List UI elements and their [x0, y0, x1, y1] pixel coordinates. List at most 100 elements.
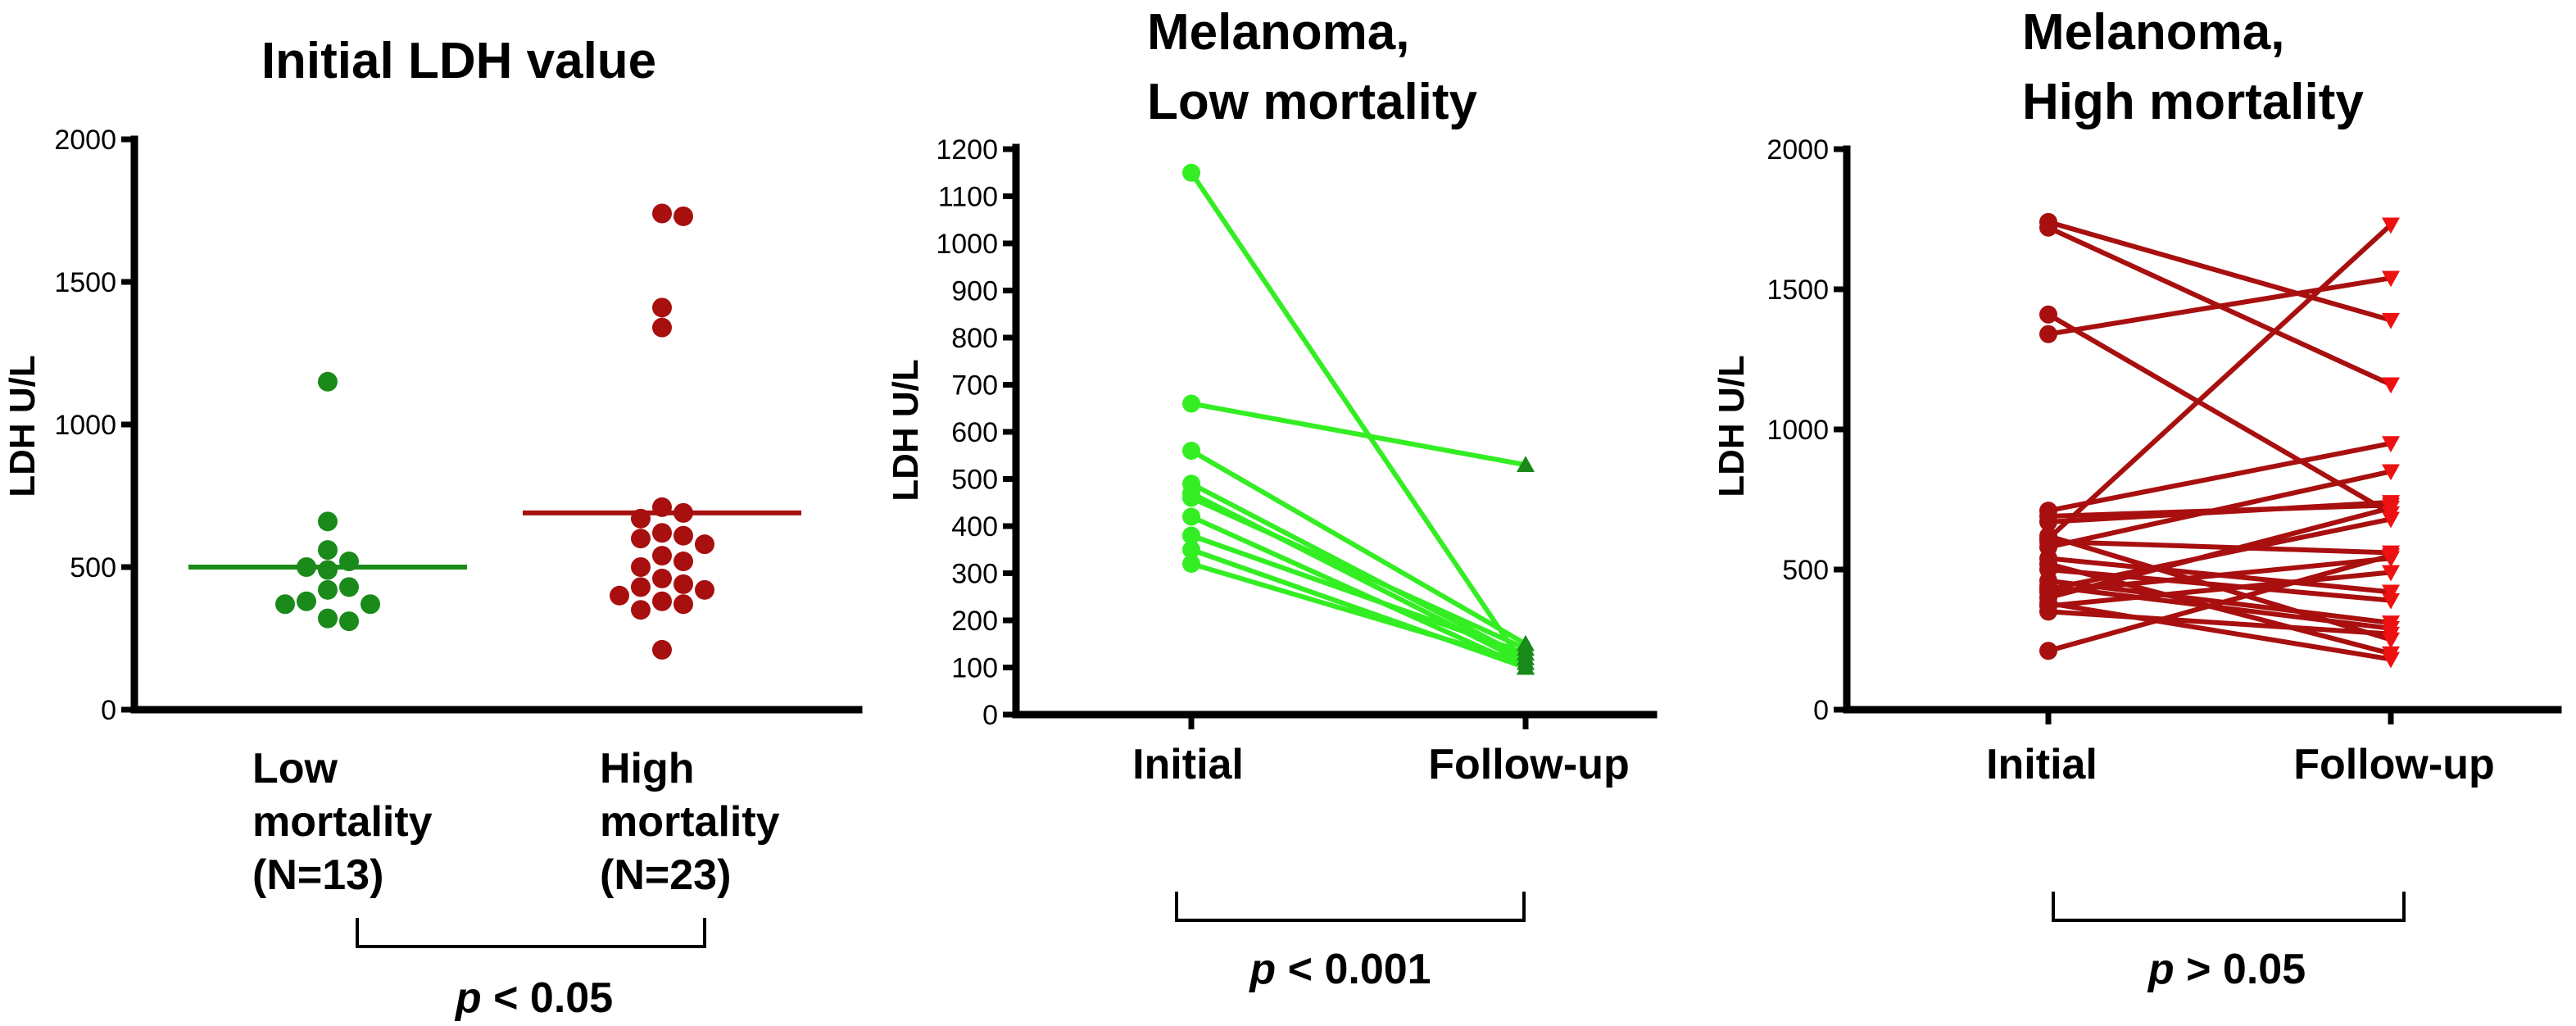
- panel2-initial-point-9: [1182, 540, 1200, 559]
- panel1-group1-point-11: [318, 608, 338, 629]
- panel3-ytick-label-2: 1000: [1766, 415, 1829, 446]
- panel1-group1-point-6: [339, 577, 359, 597]
- panel1-group2-point-9: [631, 529, 651, 549]
- panel3-y-ticks: 0 500 1000 1500 2000: [1766, 134, 1847, 726]
- panel1-title: Initial LDH value: [261, 33, 656, 89]
- panel1-points: [275, 203, 714, 660]
- panel3-followup-point-19: [2382, 500, 2400, 517]
- panel3-series-line-1: [2048, 220, 2392, 323]
- panel3-ytick-label-1: 500: [1782, 555, 1829, 586]
- panel3-followup-point-22: [2382, 626, 2400, 643]
- panel2-ytick-label-5: 500: [951, 465, 998, 496]
- panel1-group2-point-12: [673, 552, 693, 572]
- panel1-group2-point-21: [631, 600, 651, 620]
- panel3-series-line-19: [2048, 505, 2392, 601]
- panel2-ytick-label-2: 200: [951, 606, 998, 637]
- panel3-initial-point-3: [2039, 305, 2057, 324]
- panel2-ytick-label-10: 1000: [936, 229, 998, 260]
- panel2-followup-point-2: [1517, 456, 1535, 473]
- panel1-group2-label-line1: High: [600, 745, 695, 792]
- panel2-pvalue-text: < 0.001: [1276, 946, 1431, 993]
- panel3-followup-point-5: [2382, 436, 2400, 453]
- panel1-pvalue-symbol: p: [454, 974, 482, 1022]
- panel2-series-line-1: [1189, 171, 1528, 670]
- panel-low-mortality: Melanoma, Low mortality LDH U/L 0 100 200 3…: [886, 4, 1658, 993]
- panel2-initial-point-3: [1182, 442, 1200, 460]
- panel3-followup-point-11: [2382, 464, 2400, 481]
- panel1-group1-label-line1: Low: [252, 745, 338, 792]
- panel3-series-line-23: [2048, 553, 2392, 654]
- panel3-axes: [1843, 145, 2562, 714]
- panel2-ytick-label-3: 300: [951, 559, 998, 590]
- panel3-pvalue-symbol: p: [2147, 946, 2175, 993]
- panel3-initial-point-2: [2039, 218, 2057, 237]
- panel3-series-line-4: [2048, 275, 2392, 337]
- panel2-lines: [1189, 171, 1528, 670]
- panel3-x-ticks: [2045, 710, 2394, 724]
- panel1-group2-label-line2: mortality: [600, 798, 780, 846]
- panel1-ytick-label-1: 500: [70, 552, 116, 583]
- panel1-group1-label-line3: (N=13): [252, 851, 383, 899]
- panel2-series-line-8: [1190, 533, 1526, 656]
- panel3-series-line-5: [2048, 441, 2392, 514]
- panel3-x-label-initial: Initial: [1986, 741, 2098, 788]
- panel1-pvalue-text: < 0.05: [482, 974, 613, 1022]
- panel3-series-line-7: [2048, 499, 2392, 524]
- panel2-y-axis-label: LDH U/L: [886, 359, 926, 502]
- panel1-group2-point-11: [652, 546, 672, 566]
- panel3-series-line-16: [2048, 583, 2392, 631]
- panel1-group2-point-7: [652, 523, 672, 543]
- panel3-followup-point-23: [2382, 548, 2400, 565]
- panel2-followup-point-10: [1517, 653, 1535, 670]
- panel1-group1-label-line2: mortality: [252, 798, 433, 846]
- panel2-ytick-label-4: 400: [951, 511, 998, 543]
- panel1-axes: [130, 135, 863, 714]
- panel2-series-line-10: [1190, 561, 1526, 665]
- panel-high-mortality: Melanoma, High mortality LDH U/L 0 500 100…: [1712, 4, 2562, 993]
- panel3-ytick-label-4: 2000: [1766, 134, 1829, 166]
- panel1-group2-label-line3: (N=23): [600, 851, 731, 899]
- panel1-group1-point-8: [297, 591, 316, 611]
- panel3-pvalue: p > 0.05: [2147, 946, 2306, 993]
- panel3-followup-point-9: [2382, 217, 2400, 234]
- panel2-initial-point-10: [1182, 555, 1200, 573]
- panel3-points: [2039, 212, 2400, 669]
- panel1-group1-point-9: [361, 594, 380, 615]
- panel3-initial-point-23: [2039, 642, 2057, 661]
- panel2-ytick-label-0: 0: [982, 700, 998, 731]
- panel1-group2-point-22: [652, 639, 672, 660]
- panel2-series-line-6: [1190, 495, 1527, 651]
- panel2-axes: [1012, 143, 1658, 719]
- panel3-initial-point-4: [2039, 325, 2057, 343]
- panel1-ytick-label-3: 1500: [54, 267, 116, 298]
- panel3-y-axis-label: LDH U/L: [1712, 355, 1752, 497]
- panel1-group2-point-10: [695, 534, 714, 555]
- panel3-initial-point-7: [2039, 512, 2057, 531]
- panel3-series-line-14: [2048, 567, 2392, 603]
- panel2-initial-point-7: [1182, 507, 1200, 526]
- panel3-series-line-3: [2047, 312, 2392, 516]
- panel3-followup-point-21: [2382, 565, 2400, 582]
- panel3-lines: [2046, 220, 2393, 662]
- panel1-group2-point-15: [673, 574, 693, 594]
- panel2-ytick-label-12: 1200: [936, 134, 998, 166]
- panel1-group2-point-16: [631, 577, 651, 597]
- panel3-title-line2: High mortality: [2022, 74, 2364, 130]
- panel2-ytick-label-1: 100: [951, 653, 998, 684]
- panel2-initial-point-8: [1182, 526, 1200, 545]
- panel1-group2-point-3: [652, 317, 672, 338]
- panel3-initial-point-22: [2039, 602, 2057, 621]
- panel2-series-line-3: [1190, 448, 1527, 647]
- panel1-group1-point-5: [318, 560, 338, 580]
- panel1-group1-point-10: [275, 594, 295, 615]
- panel1-group2-point-13: [631, 557, 651, 577]
- panel1-group2-point-18: [610, 585, 629, 606]
- panel2-pvalue: p < 0.001: [1248, 946, 1431, 993]
- panel2-ytick-label-7: 700: [951, 370, 998, 402]
- panel1-mean-lines: [188, 510, 801, 570]
- panel1-y-ticks: 0 500 1000 1500 2000: [54, 125, 134, 726]
- panel3-followup-point-2: [2382, 377, 2400, 394]
- panel1-group2-point-20: [673, 594, 693, 615]
- panel2-ytick-label-9: 900: [951, 276, 998, 307]
